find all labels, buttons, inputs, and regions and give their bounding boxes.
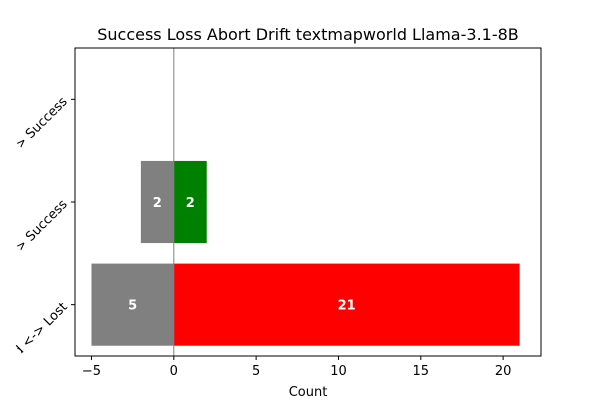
- bar-value-label: 5: [128, 299, 137, 314]
- y-tick-label: Aborted <-> Lost: [0, 300, 71, 391]
- x-tick-label: 20: [495, 364, 512, 379]
- bar-value-label: 2: [186, 196, 195, 211]
- bar-1: [173, 263, 520, 346]
- x-tick-label: 5: [252, 364, 260, 379]
- x-axis-label: Count: [289, 385, 328, 400]
- bar-value-label: 2: [153, 196, 162, 211]
- chart-title: Success Loss Abort Drift textmapworld Ll…: [97, 25, 519, 44]
- x-tick-label: 0: [170, 364, 178, 379]
- x-tick-label: −5: [82, 364, 101, 379]
- bar-value-label: 21: [338, 299, 356, 314]
- bar-2: [140, 160, 174, 244]
- x-tick-label: 15: [413, 364, 430, 379]
- bar-0: [91, 263, 174, 346]
- bar-3: [173, 160, 207, 244]
- x-tick-label: 10: [330, 364, 347, 379]
- y-tick-label: Lost <-> Success: [0, 94, 71, 185]
- y-tick-label: Aborted <-> Success: [0, 197, 71, 306]
